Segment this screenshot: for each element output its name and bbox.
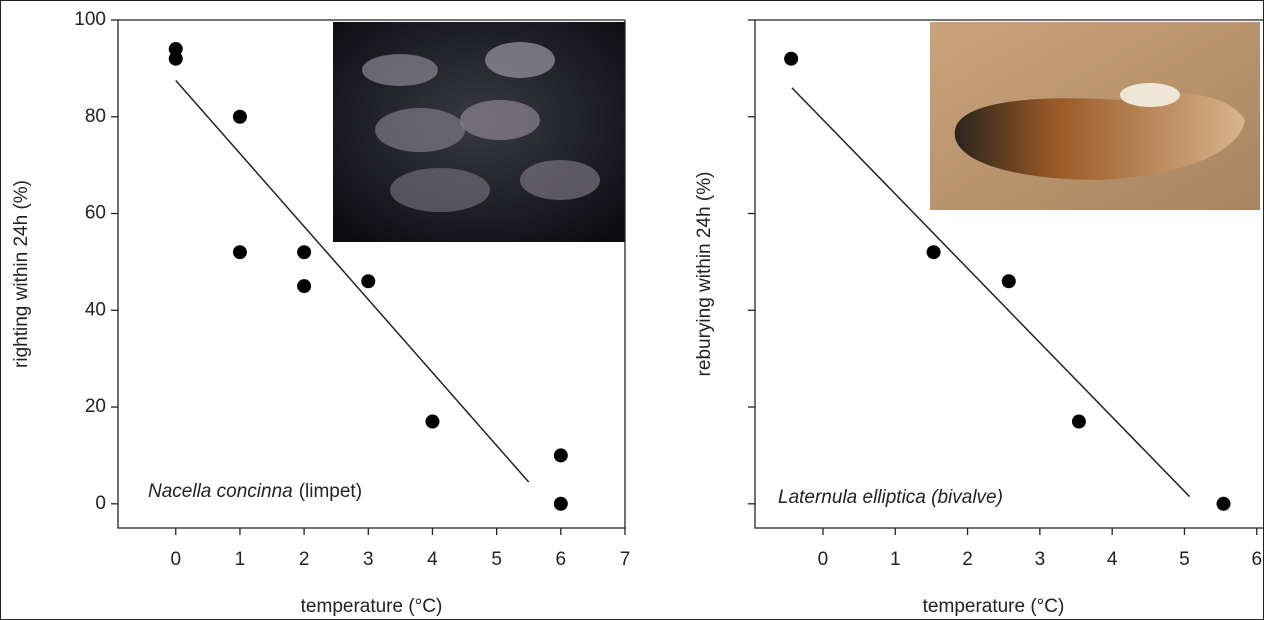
- x-tick-label: 4: [427, 549, 438, 570]
- x-tick-label: 1: [890, 549, 901, 570]
- x-tick-label: 4: [1107, 549, 1118, 570]
- data-point: [553, 448, 568, 463]
- y-tick-label: 100: [74, 9, 106, 30]
- x-tick-label: 0: [818, 549, 829, 570]
- data-point: [553, 496, 568, 511]
- y-tick-label: 0: [95, 493, 106, 514]
- x-tick-label: 1: [235, 549, 246, 570]
- annotation: Laternula elliptica (bivalve): [778, 487, 1003, 508]
- y-tick-label: 40: [85, 299, 106, 320]
- x-tick-label: 5: [1179, 549, 1190, 570]
- x-tick-label: 3: [363, 549, 374, 570]
- annotation: Nacella concinna (limpet): [148, 481, 362, 502]
- data-point: [361, 274, 376, 289]
- data-point: [926, 245, 941, 260]
- x-tick-label: 2: [299, 549, 310, 570]
- x-tick-label: 2: [962, 549, 973, 570]
- data-point: [784, 51, 799, 66]
- data-point: [232, 245, 247, 260]
- axes: [117, 19, 626, 529]
- annotation-part: Nacella concinna: [148, 481, 293, 502]
- data-point: [297, 279, 312, 294]
- fit-line: [791, 87, 1191, 498]
- data-point: [168, 42, 183, 57]
- x-tick-label: 0: [170, 549, 181, 570]
- bivalve-photo: [930, 22, 1260, 210]
- data-point: [425, 414, 440, 429]
- axes: [754, 19, 1264, 529]
- annotation-part: (limpet): [299, 481, 362, 502]
- data-point: [168, 51, 183, 66]
- y-tick-label: 60: [85, 203, 106, 224]
- y-tick-label: 80: [85, 106, 106, 127]
- data-point: [1001, 274, 1016, 289]
- data-point: [232, 109, 247, 124]
- x-axis-label: temperature (°C): [301, 596, 443, 617]
- data-point: [1071, 414, 1086, 429]
- x-tick-label: 7: [620, 549, 631, 570]
- fit-line: [175, 79, 530, 483]
- data-point: [1216, 496, 1231, 511]
- x-axis-label: temperature (°C): [923, 596, 1065, 617]
- y-axis-label: reburying within 24h (%): [694, 172, 715, 377]
- annotation-part: Laternula elliptica (bivalve): [778, 487, 1003, 508]
- x-tick-label: 6: [1251, 549, 1262, 570]
- y-axis-label: righting within 24h (%): [11, 180, 32, 368]
- y-tick-label: 20: [85, 396, 106, 417]
- x-tick-label: 6: [556, 549, 567, 570]
- data-point: [297, 245, 312, 260]
- x-tick-label: 5: [491, 549, 502, 570]
- limpet-photo: [333, 22, 625, 242]
- x-tick-label: 3: [1035, 549, 1046, 570]
